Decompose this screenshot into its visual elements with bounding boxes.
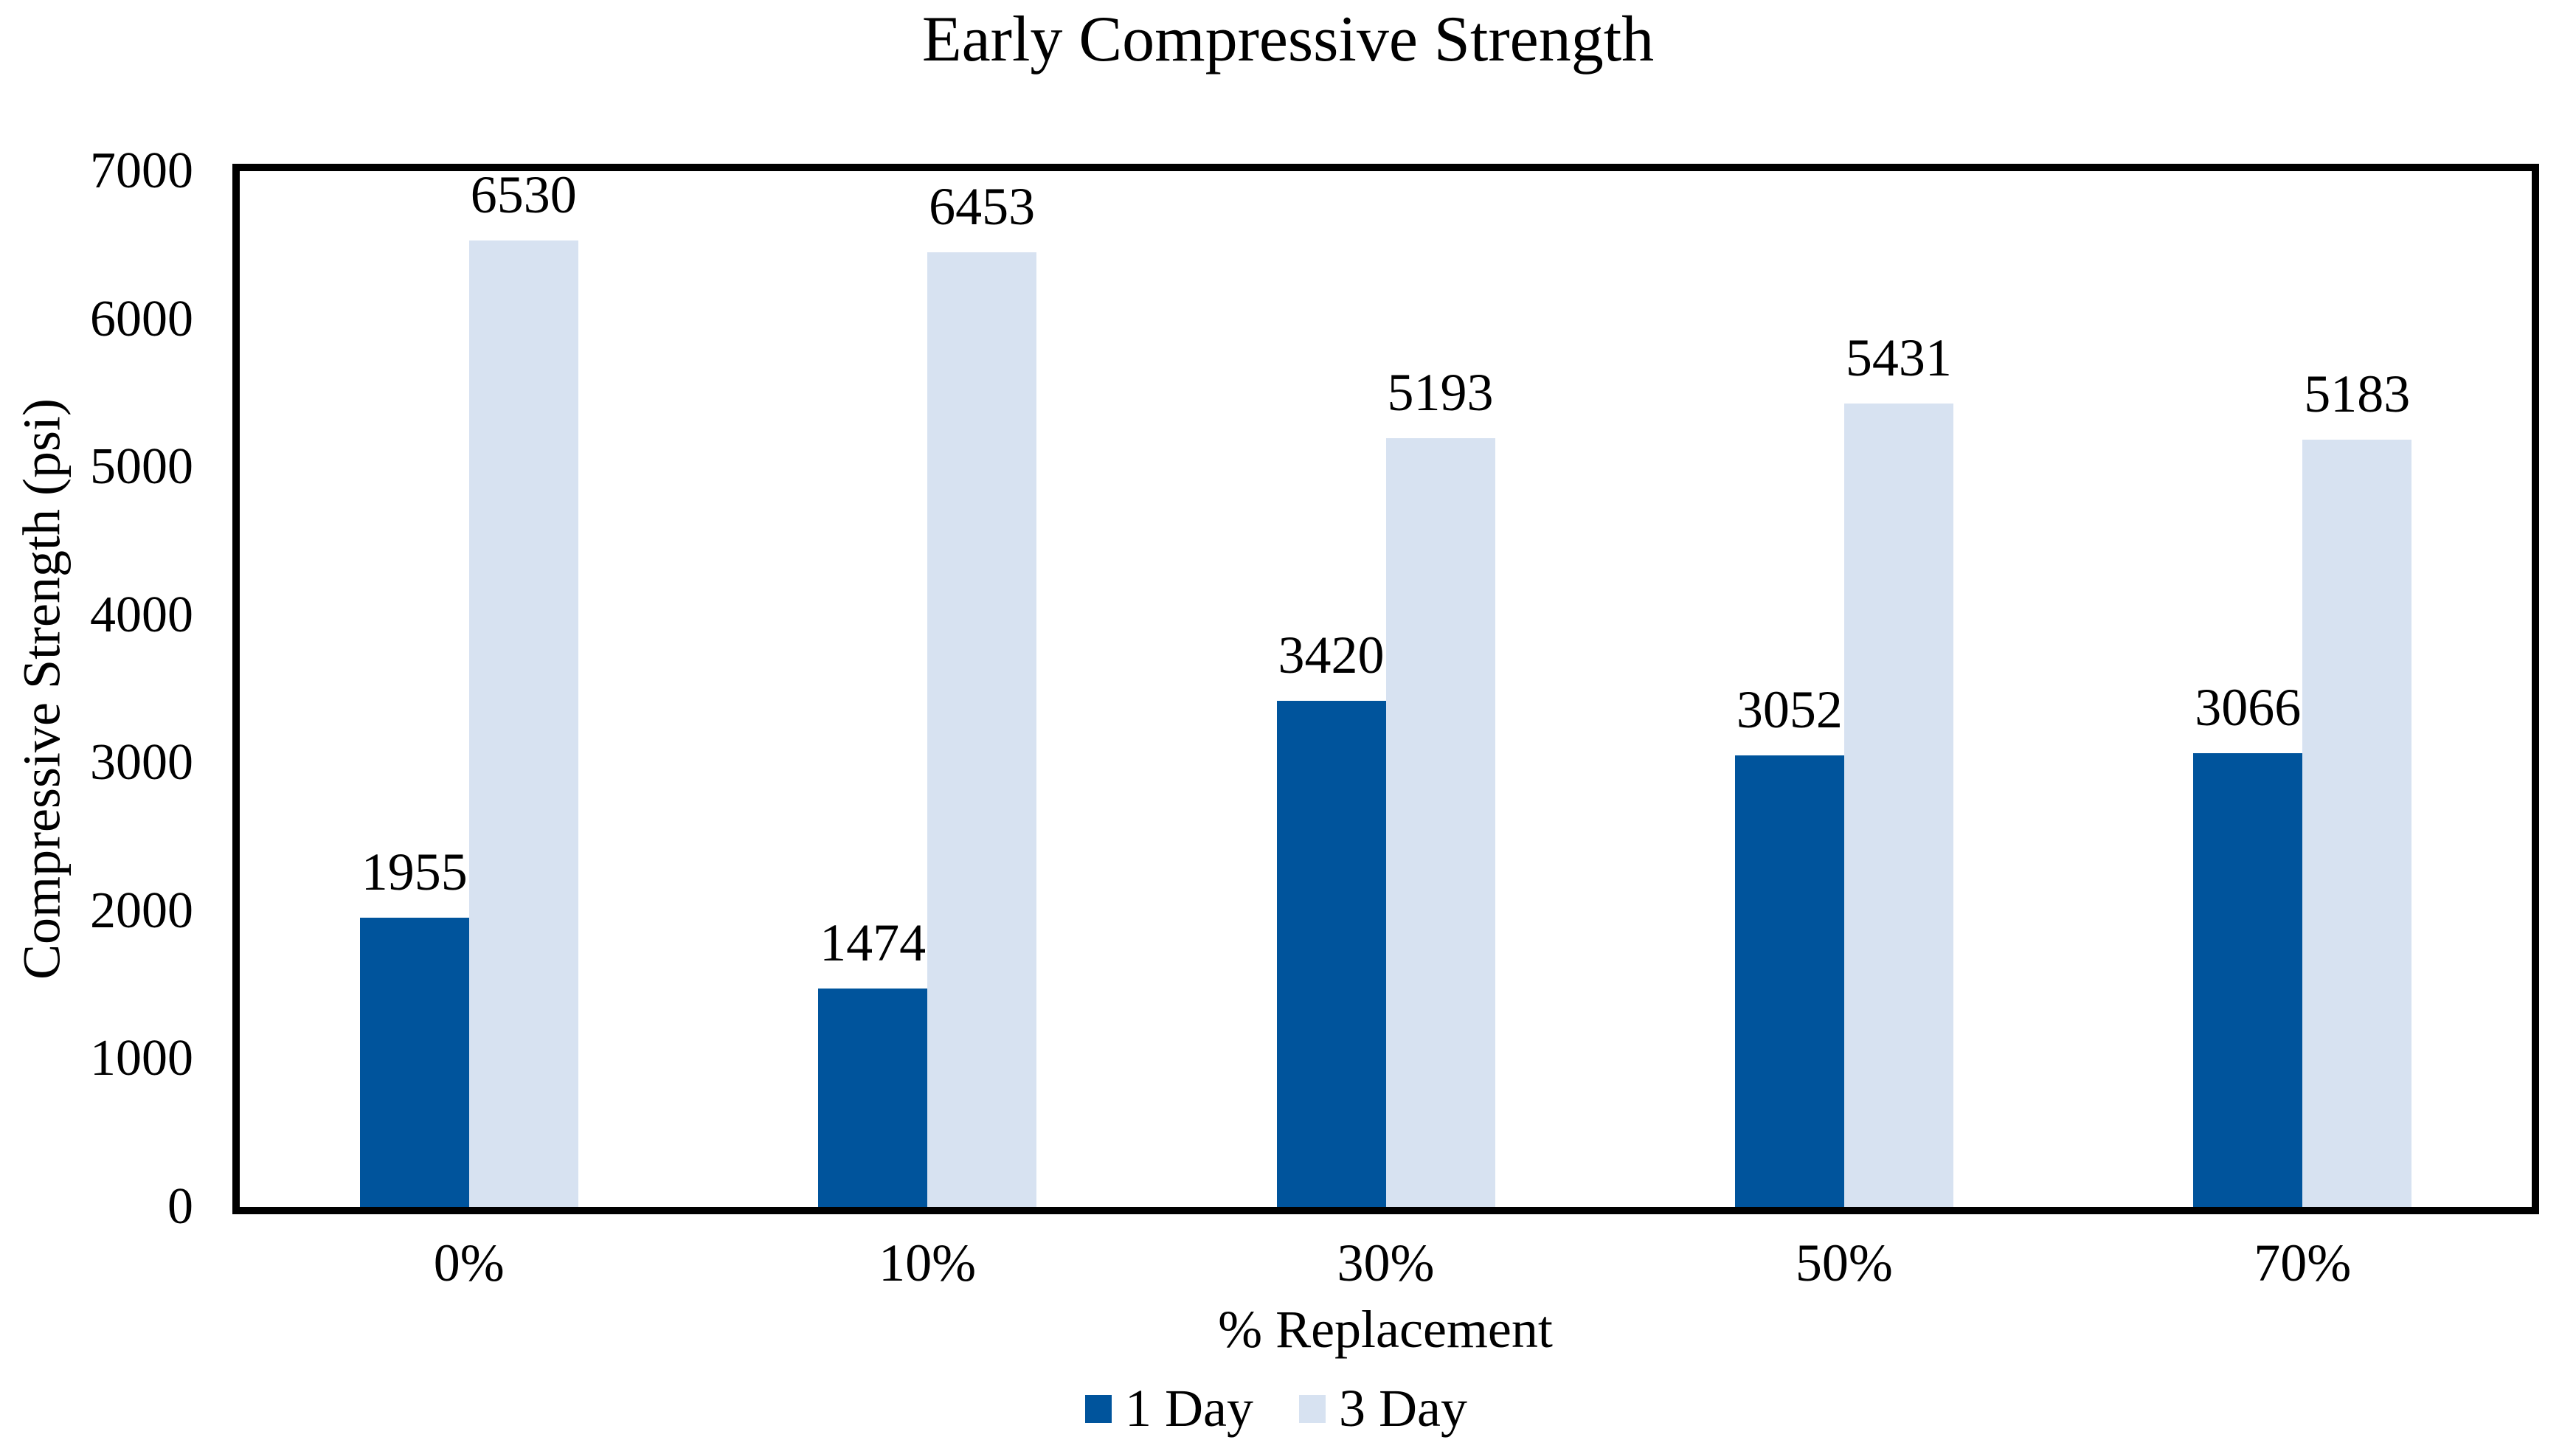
legend-item-1-day: 1 Day (1085, 1378, 1253, 1439)
legend-swatch-icon (1085, 1394, 1112, 1423)
data-label: 3420 (1278, 626, 1385, 685)
data-label: 3066 (2195, 678, 2302, 738)
bar-3-day-70% (2302, 440, 2412, 1207)
data-label: 1955 (361, 842, 468, 901)
legend: 1 Day 3 Day (0, 1378, 2552, 1439)
data-label: 5183 (2304, 364, 2411, 424)
y-tick-label: 6000 (90, 290, 193, 347)
chart-title: Early Compressive Strength (921, 4, 1655, 75)
bar-1-day-70% (2193, 753, 2303, 1207)
data-label: 6530 (470, 165, 577, 225)
data-label: 5431 (1845, 328, 1952, 387)
bar-3-day-0% (468, 240, 578, 1207)
y-tick-label: 4000 (90, 586, 193, 643)
y-tick-label: 2000 (90, 882, 193, 939)
bar-1-day-30% (1276, 701, 1386, 1207)
x-category-label: 70% (2254, 1233, 2352, 1292)
y-tick-label: 5000 (90, 438, 193, 496)
x-category-label: 30% (1337, 1233, 1435, 1292)
data-label: 5193 (1387, 363, 1494, 423)
bar-3-day-30% (1385, 438, 1495, 1207)
data-label: 3052 (1736, 679, 1843, 739)
bar-1-day-10% (818, 989, 928, 1207)
plot-area: 1955 6530 1474 6453 3420 5193 3052 5431 3066 5183 (232, 164, 2539, 1214)
data-label: 6453 (929, 176, 1036, 236)
bar-3-day-50% (1843, 403, 1953, 1207)
legend-item-3-day: 3 Day (1299, 1378, 1467, 1439)
data-label: 1474 (820, 913, 927, 973)
x-axis-title: % Replacement (1218, 1300, 1553, 1359)
y-tick-label: 1000 (90, 1030, 193, 1087)
legend-label: 3 Day (1339, 1379, 1467, 1438)
y-tick-label: 3000 (90, 734, 193, 792)
y-tick-label: 0 (167, 1178, 193, 1235)
legend-label: 1 Day (1125, 1379, 1253, 1438)
x-category-label: 50% (1795, 1233, 1893, 1292)
y-tick-label: 7000 (90, 142, 193, 199)
x-category-label: 0% (433, 1233, 505, 1292)
bar-1-day-50% (1734, 755, 1844, 1207)
x-category-label: 10% (879, 1233, 977, 1292)
bar-3-day-10% (927, 252, 1037, 1207)
bar-1-day-0% (359, 917, 469, 1207)
legend-swatch-icon (1299, 1394, 1326, 1423)
